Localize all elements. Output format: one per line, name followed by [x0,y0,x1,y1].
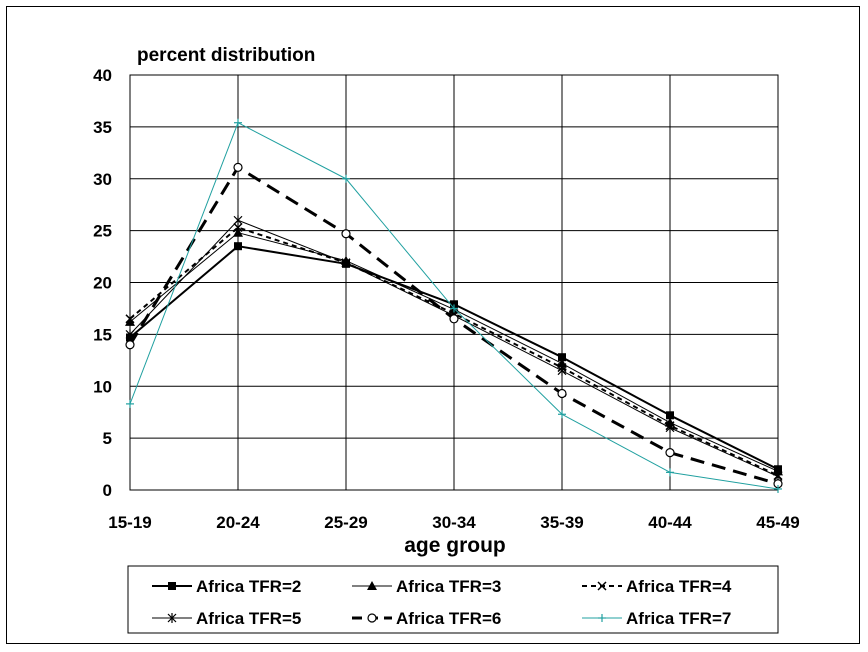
data-point [342,174,350,183]
legend-label: Africa TFR=6 [396,609,501,628]
y-tick-label: 5 [103,429,112,448]
chart-title: percent distribution [137,45,315,66]
x-tick-label: 35-39 [540,513,583,532]
y-axis-ticks: 0 5 10 15 20 25 30 35 40 [93,66,112,500]
data-point [665,448,675,458]
y-tick-label: 40 [93,66,112,85]
legend-label: Africa TFR=3 [396,577,501,596]
data-point [557,365,567,376]
grid [129,74,779,491]
legend-label: Africa TFR=7 [626,609,731,628]
legend-box [127,565,779,634]
data-point [341,229,351,239]
data-point [233,222,243,233]
data-point [125,329,135,340]
series-5 [125,162,783,489]
series-6 [126,118,782,493]
legend-label: Africa TFR=4 [626,577,732,596]
legend-item: Africa TFR=6 [352,609,501,628]
series-group [125,118,783,493]
y-tick-label: 35 [93,118,112,137]
x-tick-label: 20-24 [216,513,260,532]
data-point [234,118,242,127]
data-point [126,399,134,408]
x-tick-label: 40-44 [648,513,692,532]
legend-item: Africa TFR=5 [152,609,301,628]
legend-swatch-marker [598,614,606,622]
x-tick-label: 45-49 [756,513,799,532]
data-point [666,411,674,420]
legend: Africa TFR=2 Africa TFR=3 Africa TFR=4 Afri… [127,565,779,634]
data-point [665,422,675,433]
legend-item: Africa TFR=4 [582,577,732,596]
y-tick-label: 20 [93,274,112,293]
data-point [558,353,566,362]
data-point [558,410,566,419]
x-tick-label: 30-34 [432,513,476,532]
y-tick-label: 15 [93,325,112,344]
data-point [125,314,135,324]
legend-item: Africa TFR=2 [152,577,301,596]
legend-swatch-marker [367,581,377,590]
y-tick-label: 10 [93,377,112,396]
x-axis-label: age group [404,534,506,557]
legend-item: Africa TFR=3 [352,577,501,596]
data-point [666,468,674,477]
legend-label: Africa TFR=5 [196,609,301,628]
data-point [774,484,782,493]
y-tick-label: 30 [93,170,112,189]
legend-swatch-marker [168,582,176,590]
legend-item: Africa TFR=7 [582,609,731,628]
data-point [557,388,567,399]
legend-label: Africa TFR=2 [196,577,301,596]
data-point [233,227,243,237]
legend-swatch-marker [597,581,607,591]
y-tick-label: 25 [93,222,112,241]
x-axis-ticks: 15-19 20-24 25-29 30-34 35-39 40-44 45-49 [108,513,799,532]
legend-swatch-marker [367,613,377,623]
data-point [233,215,243,226]
data-point [233,162,243,172]
y-tick-label: 0 [103,481,112,500]
data-point [450,304,458,313]
data-point [450,300,458,309]
x-tick-label: 15-19 [108,513,151,532]
data-point [449,314,459,324]
data-point [125,316,135,326]
legend-swatch-marker [167,613,177,623]
data-point [125,340,135,350]
data-point [234,242,242,251]
x-tick-label: 25-29 [324,513,367,532]
data-point [341,257,351,268]
